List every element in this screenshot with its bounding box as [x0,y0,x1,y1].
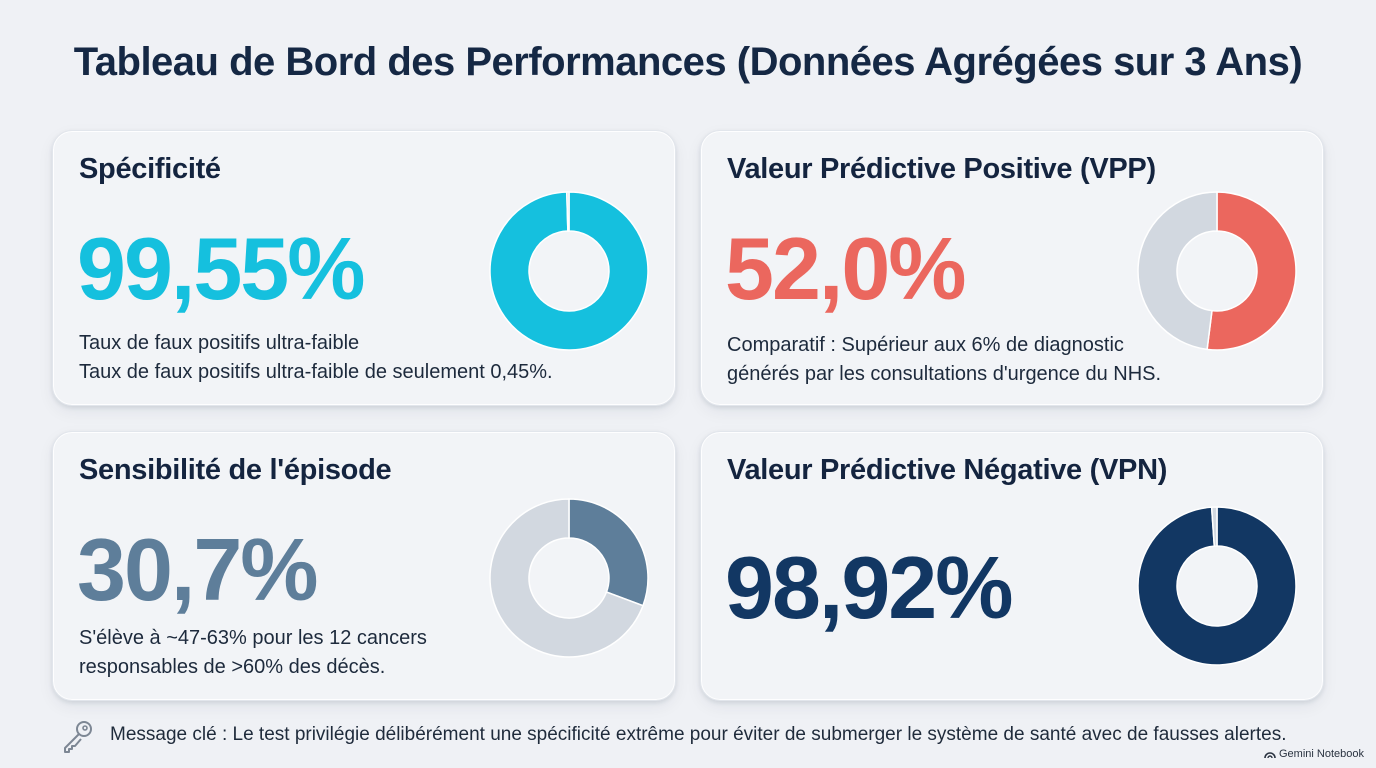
donut-slice-remainder [489,498,644,658]
note-line: responsables de >60% des décès. [79,656,386,678]
donut-slice-remainder [1210,506,1218,547]
watermark-text: Gemini Notebook [1279,748,1364,760]
specificity-card: Spécificité 99,55% Taux de faux positifs… [52,130,676,406]
donut-slice-remainder [565,191,570,232]
sensitivity-card: Sensibilité de l'épisode 30,7% S'élève à… [52,431,676,701]
vpp-donut-chart [1137,191,1297,351]
note-line: Taux de faux positifs ultra-faible de se… [79,361,553,383]
specificity-value: 99,55% [77,219,365,318]
vpn-value: 98,92% [725,538,1013,637]
key-icon [64,721,92,753]
vpp-card: Valeur Prédictive Positive (VPP) 52,0% C… [700,130,1324,406]
sensitivity-value: 30,7% [77,520,319,619]
donut-slice-value [489,191,649,351]
note-line: générés par les consultations d'urgence … [727,363,1162,385]
vpp-value: 52,0% [725,219,967,318]
notebook-logo-icon [1264,752,1276,759]
key-message: Message clé : Le test privilégie délibér… [60,716,1360,756]
key-message-text: Message clé : Le test privilégie délibér… [110,724,1287,745]
donut-slice-value [1137,506,1297,666]
card-note: Taux de faux positifs ultra-faible Taux … [79,329,553,387]
card-note: S'élève à ~47-63% pour les 12 cancers re… [79,624,427,682]
card-title: Valeur Prédictive Positive (VPP) [727,153,1156,185]
note-line: Taux de faux positifs ultra-faible [79,332,360,354]
vpn-donut-chart [1137,506,1297,666]
card-title: Sensibilité de l'épisode [79,454,392,486]
donut-slice-value [1206,191,1297,351]
specificity-donut-chart [489,191,649,351]
vpn-card: Valeur Prédictive Négative (VPN) 98,92% [700,431,1324,701]
card-title: Spécificité [79,153,221,185]
note-line: Comparatif : Supérieur aux 6% de diagnos… [727,334,1124,356]
donut-slice-remainder [1137,191,1218,351]
page-title: Tableau de Bord des Performances (Donnée… [73,40,1303,84]
sensitivity-donut-chart [489,498,649,658]
note-line: S'élève à ~47-63% pour les 12 cancers [79,627,427,649]
card-note: Comparatif : Supérieur aux 6% de diagnos… [727,331,1161,389]
donut-slice-value [568,498,649,607]
card-title: Valeur Prédictive Négative (VPN) [727,454,1168,486]
watermark: Gemini Notebook [1264,748,1364,760]
